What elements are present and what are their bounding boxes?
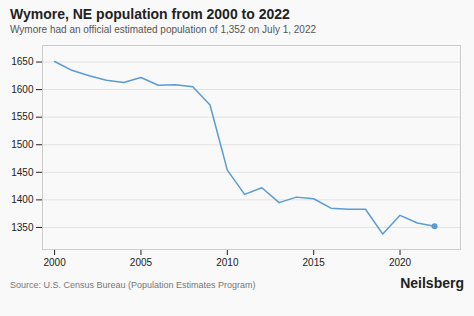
svg-text:2005: 2005 [130, 257, 153, 268]
svg-text:1550: 1550 [11, 111, 34, 122]
html-text:Source: U.S. Census Bureau (Po: Source: U.S. Census Bureau (Population E… [10, 280, 256, 290]
svg-text:2000: 2000 [43, 257, 66, 268]
svg-text:1450: 1450 [11, 167, 34, 178]
svg-text:2015: 2015 [303, 257, 326, 268]
svg-text:1400: 1400 [11, 194, 34, 205]
svg-text:2010: 2010 [216, 257, 239, 268]
svg-text:1650: 1650 [11, 56, 34, 67]
html-text:Wymore, NE population from 200: Wymore, NE population from 2000 to 2022 [10, 6, 290, 22]
svg-text:1500: 1500 [11, 139, 34, 150]
svg-text:2020: 2020 [389, 257, 412, 268]
html-text:Wymore had an official estimat: Wymore had an official estimated populat… [10, 24, 316, 35]
svg-text:1600: 1600 [11, 84, 34, 95]
svg-text:1350: 1350 [11, 222, 34, 233]
html-text:Neilsberg: Neilsberg [400, 275, 464, 291]
